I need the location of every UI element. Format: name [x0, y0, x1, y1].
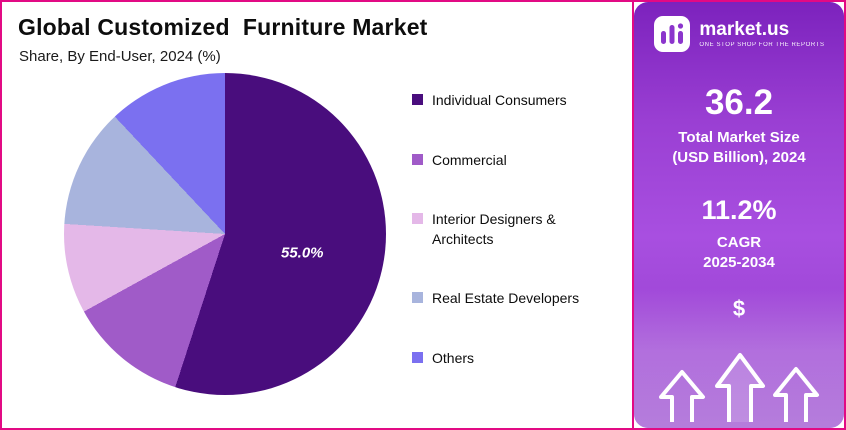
marketus-logo[interactable]: market.us ONE STOP SHOP FOR THE REPORTS: [653, 15, 824, 53]
marketus-logo-icon: [653, 15, 691, 53]
legend-swatch: [412, 153, 423, 165]
growth-arrows-graphic: [653, 352, 825, 422]
legend-label: Individual Consumers: [432, 92, 567, 108]
market-size-label-line2: (USD Billion), 2024: [672, 148, 806, 166]
legend-swatch: [412, 94, 423, 105]
legend-item-interior-designers[interactable]: Interior Designers & Architects: [412, 210, 610, 249]
page-title: Global Customized Furniture Market: [18, 14, 428, 40]
cagr-value: 11.2%: [701, 195, 777, 225]
chart-area: 55.0% Individual Consumers Commercial In…: [16, 65, 632, 395]
legend-item-real-estate-developers[interactable]: Real Estate Developers: [412, 289, 610, 309]
legend-item-individual-consumers[interactable]: Individual Consumers: [412, 91, 610, 111]
legend-label: Commercial: [432, 151, 507, 168]
cagr-period: 2025-2034: [703, 253, 775, 271]
market-size-value: 36.2: [704, 83, 774, 122]
pie-wrap: 55.0%: [64, 73, 386, 395]
legend-swatch: [412, 351, 423, 363]
legend-item-commercial[interactable]: Commercial: [412, 151, 610, 171]
legend-label: Real Estate Developers: [432, 290, 580, 307]
chart-legend: Individual Consumers Commercial Interior…: [412, 91, 610, 369]
legend-item-others[interactable]: Others: [412, 349, 610, 369]
market-size-label-line1: Total Market Size: [678, 129, 800, 146]
legend-swatch: [412, 213, 423, 225]
legend-swatch: [412, 292, 423, 304]
pie-slice-label: 55.0%: [280, 244, 324, 262]
legend-label: Interior Designers & Architects: [432, 211, 556, 247]
brand-sidebar: market.us ONE STOP SHOP FOR THE REPORTS …: [634, 2, 844, 428]
dollar-symbol: $: [732, 296, 746, 321]
logo-text-block: market.us ONE STOP SHOP FOR THE REPORTS: [699, 20, 824, 48]
chart-panel: Global Customized Furniture Market Share…: [2, 2, 634, 428]
chart-subtitle: Share, By End-User, 2024 (%): [19, 48, 221, 65]
legend-label: Others: [432, 349, 475, 366]
brand-tagline: ONE STOP SHOP FOR THE REPORTS: [699, 42, 825, 48]
pie-chart[interactable]: [64, 73, 386, 395]
brand-name: market.us: [699, 19, 790, 40]
cagr-label: CAGR: [716, 234, 762, 251]
